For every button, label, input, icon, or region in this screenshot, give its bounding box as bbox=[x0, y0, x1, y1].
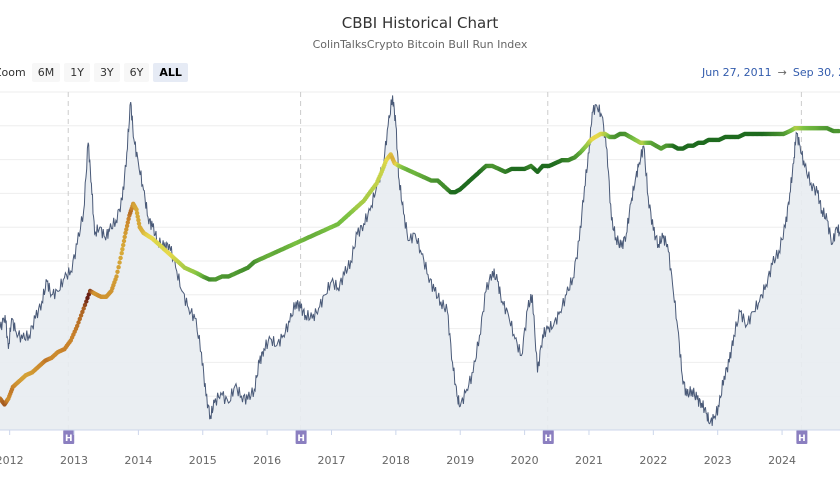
x-tick-label: 2017 bbox=[317, 454, 345, 467]
cbbi-point bbox=[122, 234, 127, 240]
halving-flag-label: H bbox=[297, 434, 305, 444]
halving-flag-label: H bbox=[65, 434, 73, 444]
x-tick-label: 2020 bbox=[511, 454, 539, 467]
x-tick-label: 2016 bbox=[253, 454, 281, 467]
x-tick-label: 2014 bbox=[124, 454, 152, 467]
zoom-label: Zoom bbox=[0, 65, 26, 79]
x-tick-label: 2023 bbox=[704, 454, 732, 467]
zoom-6y-button[interactable]: 6Y bbox=[123, 62, 150, 82]
x-tick-label: 2013 bbox=[60, 454, 88, 467]
price-line bbox=[0, 95, 840, 426]
halving-flag-label: H bbox=[544, 434, 552, 444]
x-tick-label: 2015 bbox=[189, 454, 217, 467]
cbbi-point bbox=[84, 299, 89, 304]
x-tick-label: 2022 bbox=[639, 454, 667, 467]
cbbi-point bbox=[124, 227, 129, 232]
cbbi-point bbox=[82, 302, 88, 308]
x-tick-label: 2012 bbox=[0, 454, 24, 467]
x-tick-label: 2018 bbox=[382, 454, 410, 467]
cbbi-point bbox=[134, 210, 140, 216]
cbbi-point bbox=[85, 295, 90, 301]
cbbi-point bbox=[135, 214, 140, 219]
date-range: Jun 27, 2011 → Sep 30, 2024 bbox=[702, 66, 840, 79]
cbbi-series bbox=[0, 126, 840, 407]
halving-flag[interactable] bbox=[63, 430, 75, 444]
cbbi-point bbox=[134, 207, 139, 212]
cbbi-point bbox=[117, 260, 122, 265]
chart-title: CBBI Historical Chart bbox=[341, 14, 499, 32]
cbbi-point bbox=[136, 217, 141, 223]
zoom-1y-button[interactable]: 1Y bbox=[64, 62, 90, 82]
cbbi-point bbox=[76, 320, 81, 325]
cbbi-point bbox=[118, 255, 123, 261]
zoom-6m-button[interactable]: 6M bbox=[31, 62, 61, 82]
cbbi-point bbox=[81, 306, 86, 311]
cbbi-point bbox=[116, 265, 121, 270]
cbbi-point bbox=[121, 242, 126, 248]
range-to-input[interactable]: Sep 30, 2024 bbox=[792, 66, 840, 79]
x-tick-label: 2019 bbox=[446, 454, 474, 467]
range-arrow-icon: → bbox=[777, 66, 787, 79]
chart-subtitle: ColinTalksCrypto Bitcoin Bull Run Index bbox=[312, 38, 528, 51]
cbbi-point bbox=[123, 230, 128, 236]
halving-flag[interactable] bbox=[542, 430, 554, 444]
halving-flag[interactable] bbox=[295, 430, 307, 444]
range-from-input[interactable]: Jun 27, 2011 bbox=[702, 66, 772, 79]
cbbi-point bbox=[836, 128, 840, 134]
x-tick-label: 2021 bbox=[575, 454, 603, 467]
cbbi-point bbox=[119, 251, 124, 256]
cbbi-point bbox=[121, 238, 127, 244]
cbbi-point bbox=[124, 223, 130, 229]
x-axis: 2012 2013 2014 2015 2016 2017 2018 2019 2020 2021… bbox=[0, 429, 840, 467]
cbbi-point bbox=[120, 247, 125, 252]
cbbi-point bbox=[126, 216, 131, 222]
cbbi-point bbox=[125, 220, 130, 225]
halving-flag-label: H bbox=[798, 434, 806, 444]
x-tick-label: 2024 bbox=[768, 454, 796, 467]
zoom-3y-button[interactable]: 3Y bbox=[93, 62, 120, 82]
cbbi-point bbox=[78, 313, 84, 318]
cbbi-point bbox=[75, 323, 80, 329]
zoom-all-button[interactable]: ALL bbox=[153, 62, 188, 82]
halving-flag[interactable] bbox=[796, 430, 808, 444]
cbbi-point bbox=[115, 269, 120, 274]
price-area bbox=[0, 95, 840, 431]
cbbi-point bbox=[136, 221, 142, 226]
cbbi-point bbox=[80, 309, 85, 315]
zoom-controls: Zoom 6M 1Y 3Y 6Y ALL bbox=[0, 62, 192, 82]
cbbi-point bbox=[77, 316, 83, 322]
cbbi-point bbox=[114, 274, 119, 279]
